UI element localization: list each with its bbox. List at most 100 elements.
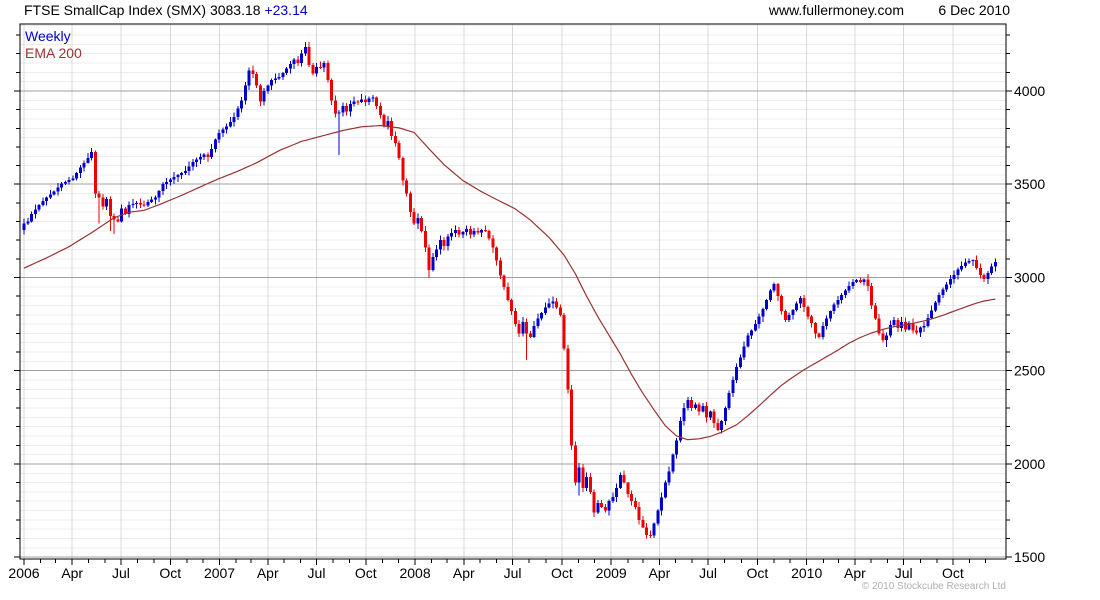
candle	[866, 274, 870, 292]
candle-body	[56, 187, 60, 192]
y-axis-label: 2000	[1014, 456, 1045, 472]
candle-body	[356, 101, 360, 103]
candle	[423, 226, 427, 253]
candle-body	[641, 519, 645, 528]
candle	[780, 294, 783, 315]
candle	[915, 325, 918, 335]
candle-body	[450, 233, 453, 237]
candle-body	[78, 167, 82, 174]
candle	[652, 522, 656, 538]
candle-body	[630, 493, 633, 502]
candle-body	[967, 261, 971, 263]
candle	[67, 177, 71, 185]
candle-body	[877, 318, 881, 334]
candle-body	[731, 380, 735, 394]
candle	[525, 318, 528, 361]
x-axis-label: 2006	[8, 565, 39, 581]
candle	[825, 315, 828, 330]
ema-line	[23, 124, 996, 441]
candle	[558, 304, 562, 317]
candle-body	[596, 503, 600, 513]
candle	[562, 312, 566, 351]
candle	[922, 322, 926, 333]
candle	[892, 317, 896, 327]
candle	[487, 229, 491, 241]
candle	[810, 315, 813, 328]
candle	[592, 489, 596, 517]
y-axis-label: 4000	[1014, 83, 1045, 99]
candle-body	[517, 324, 521, 334]
candle	[60, 182, 63, 191]
candle	[33, 204, 37, 219]
candle	[375, 96, 378, 109]
candle	[86, 153, 90, 164]
candle-body	[671, 454, 675, 472]
candle	[832, 302, 836, 315]
candle-body	[540, 312, 543, 319]
axis-ticks	[14, 34, 1012, 565]
candle	[768, 288, 772, 303]
candle-body	[821, 325, 825, 338]
candle	[56, 183, 60, 196]
candle	[678, 417, 682, 443]
grid-major-horizontal	[20, 90, 1006, 558]
candle-body	[506, 286, 510, 300]
candle	[337, 110, 341, 156]
candle-body	[168, 179, 172, 182]
chart-legend: Weekly EMA 200	[25, 28, 82, 62]
candle-body	[22, 223, 26, 230]
x-axis-label: Oct	[355, 565, 377, 581]
candle-body	[708, 411, 712, 418]
candle-body	[547, 303, 551, 308]
candle	[247, 67, 251, 90]
candle-body	[172, 176, 176, 180]
candle-body	[750, 330, 753, 336]
candle-body	[183, 171, 187, 174]
price-change: +23.14	[264, 2, 308, 18]
candle-body	[303, 47, 307, 54]
candle-body	[798, 297, 802, 304]
candle-body	[975, 260, 978, 268]
candle	[277, 73, 281, 81]
candle-body	[690, 400, 693, 409]
candle-body	[270, 79, 273, 86]
candle-body	[258, 85, 262, 102]
x-axis-label: 2007	[204, 565, 235, 581]
candle-body	[345, 105, 348, 112]
candle	[378, 102, 382, 119]
legend-timeframe-label: Weekly	[25, 28, 71, 44]
candle	[270, 78, 273, 90]
candle	[618, 472, 622, 490]
candle	[900, 317, 903, 332]
candle	[356, 99, 360, 106]
candle-body	[802, 297, 806, 308]
candle	[843, 289, 847, 298]
candle-body	[993, 261, 997, 267]
candle-body	[896, 320, 900, 328]
x-axis-label: Apr	[257, 565, 279, 581]
candle	[750, 329, 753, 340]
candle	[723, 406, 727, 425]
candle	[896, 318, 900, 333]
candle-body	[195, 159, 198, 162]
candle	[716, 418, 720, 432]
candle-body	[611, 497, 615, 502]
candle	[243, 81, 247, 105]
candle	[161, 182, 165, 195]
candle-body	[570, 389, 573, 446]
candle-body	[180, 173, 183, 175]
candle	[315, 62, 318, 77]
candle	[675, 437, 678, 459]
candle-body	[232, 117, 236, 122]
candle	[791, 309, 795, 320]
candle	[693, 402, 697, 410]
candle-body	[776, 284, 780, 297]
candle-body	[375, 97, 378, 106]
candle-body	[82, 162, 86, 168]
candle-body	[431, 256, 435, 271]
candle-body	[225, 126, 228, 130]
candle	[232, 112, 236, 127]
candle	[813, 321, 817, 339]
candle-body	[371, 97, 375, 99]
candle-body	[367, 98, 371, 103]
